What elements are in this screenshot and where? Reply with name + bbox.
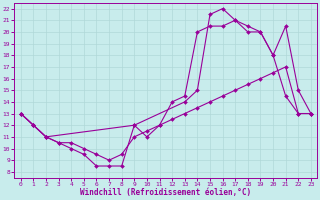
X-axis label: Windchill (Refroidissement éolien,°C): Windchill (Refroidissement éolien,°C): [80, 188, 252, 197]
